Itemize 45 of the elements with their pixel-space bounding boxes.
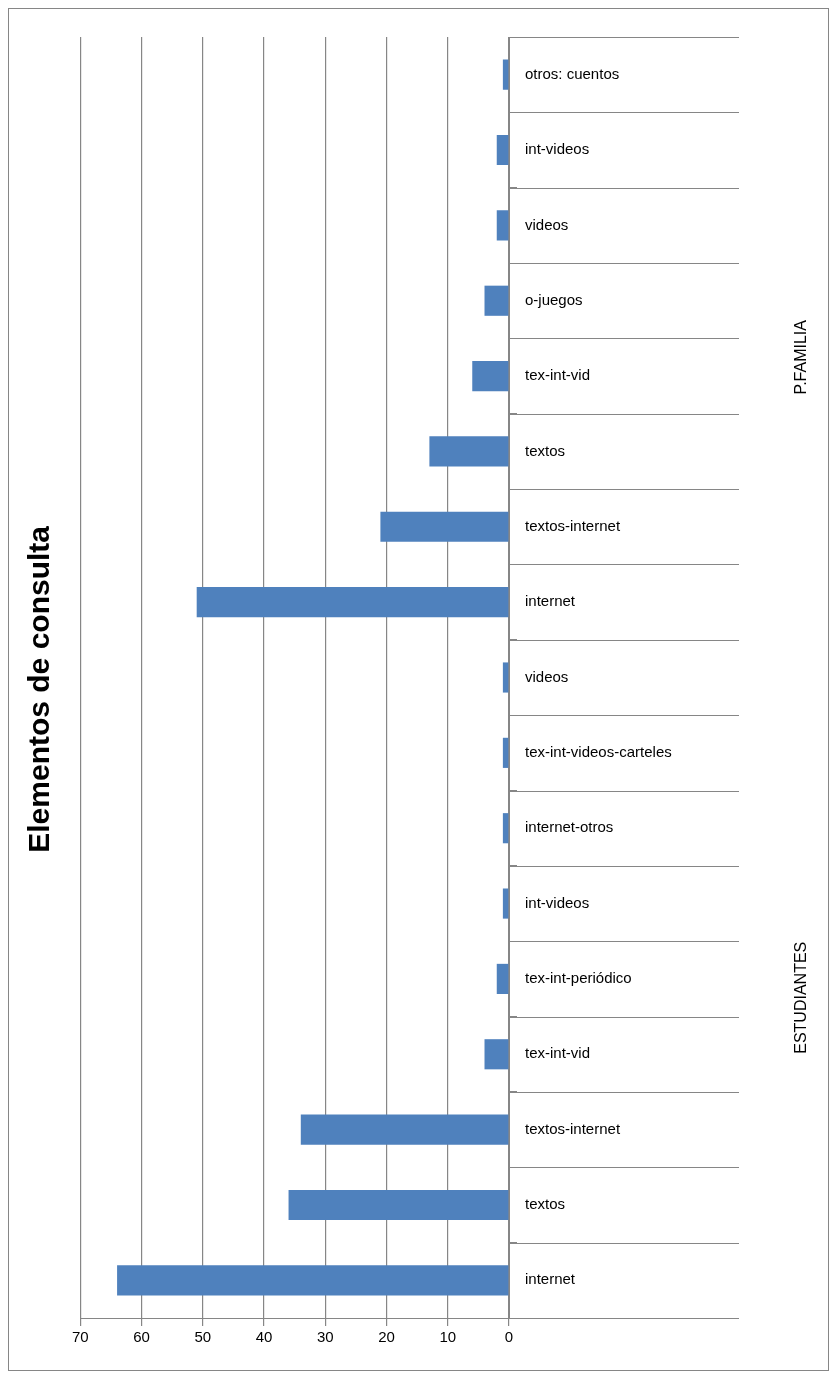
x-tick-label: 40 [255, 1327, 273, 1345]
y-tick-label: textos [525, 1194, 566, 1212]
bar [380, 511, 509, 542]
y-tick-label: tex-int-vid [525, 1043, 591, 1061]
y-tick-label: textos-internet [525, 516, 621, 534]
y-tick-label: o-juegos [525, 290, 583, 308]
bar [484, 285, 509, 316]
y-tick-label: tex-int-periódico [525, 968, 632, 986]
x-tick-label: 20 [378, 1327, 395, 1345]
x-tick-label: 60 [133, 1327, 150, 1345]
bar [502, 59, 509, 90]
x-tick-label: 10 [439, 1327, 457, 1345]
x-tick-label: 0 [504, 1327, 514, 1345]
y-tick-label: internet [525, 1269, 576, 1287]
bar [502, 661, 509, 693]
y-tick-label: internet [525, 591, 576, 609]
bar [496, 963, 509, 994]
text: ESTUDIANTES [792, 941, 810, 1054]
y-tick-label: textos [525, 441, 566, 459]
bar [196, 586, 509, 617]
bar [472, 360, 509, 391]
bar [288, 1189, 509, 1220]
bar [496, 209, 509, 240]
text: P.FAMILIA [792, 319, 810, 394]
bar [496, 134, 509, 165]
y-tick-label: int-videos [525, 139, 590, 157]
y-tick-label: videos [525, 215, 569, 233]
x-tick-label: 70 [72, 1327, 89, 1345]
y-tick-label: videos [525, 667, 569, 685]
y-tick-label: int-videos [525, 893, 590, 911]
bar [429, 435, 509, 467]
y-tick-label: textos-internet [525, 1119, 621, 1137]
bar [117, 1264, 509, 1295]
y-tick-label: tex-int-videos-carteles [525, 742, 672, 760]
bar [502, 887, 509, 919]
bar [484, 1038, 509, 1069]
y-tick-label: otros: cuentos [525, 64, 620, 82]
x-tick-label: 50 [194, 1327, 212, 1345]
bar [300, 1114, 509, 1145]
text: Elementos de consulta [22, 526, 56, 853]
y-tick-label: internet-otros [525, 817, 614, 835]
bar [502, 812, 509, 843]
y-tick-label: tex-int-vid [525, 365, 591, 383]
bar [502, 737, 509, 768]
x-tick-label: 30 [316, 1327, 334, 1345]
